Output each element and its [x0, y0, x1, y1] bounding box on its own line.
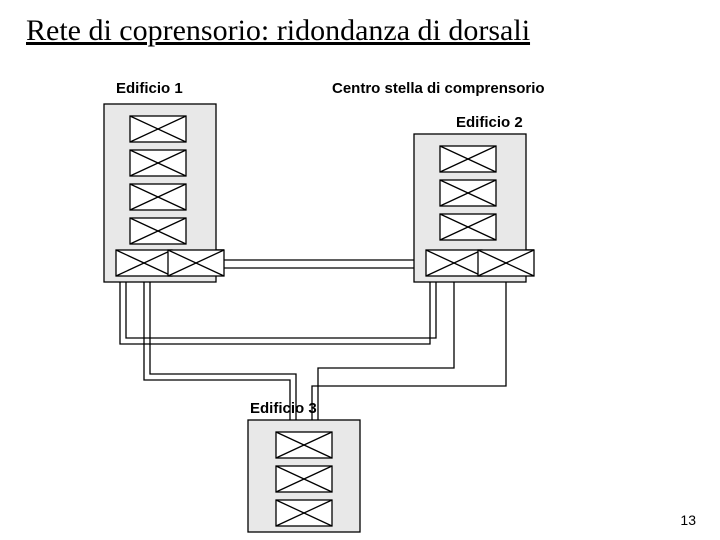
network-diagram: [0, 0, 720, 540]
